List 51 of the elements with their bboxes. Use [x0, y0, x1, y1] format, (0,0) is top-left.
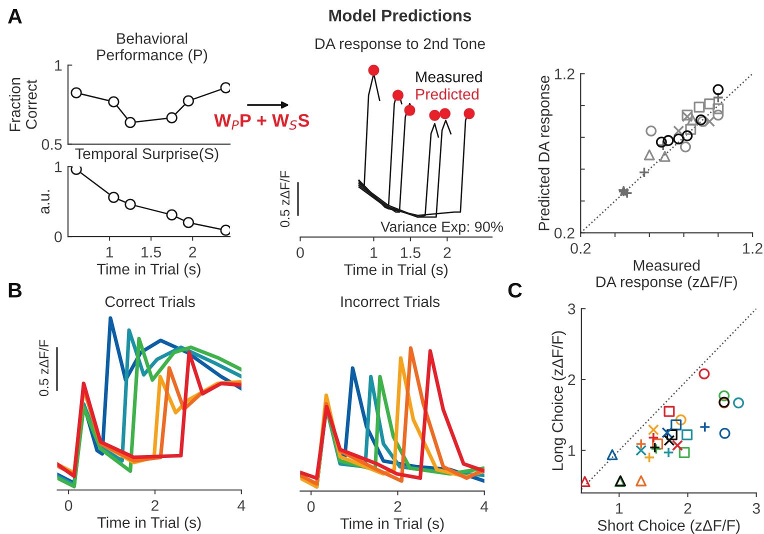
x-tick-label: 2: [394, 501, 402, 512]
y-tick-label: 2: [568, 374, 576, 386]
x-axis-title: Short Choice (zΔF/F): [598, 520, 740, 534]
x-axis-title: Measured DA response (zΔF/F): [596, 260, 737, 290]
x-axis-title: Time in Trial (s): [96, 263, 200, 278]
y-tick-label: 0: [54, 231, 62, 242]
chart-title: Behavioral Performance (P): [97, 32, 208, 64]
x-tick-label: 2: [189, 246, 196, 258]
x-tick-label: 1.2: [743, 242, 762, 254]
text: C: [508, 282, 522, 298]
x-tick-label: 2: [152, 500, 158, 511]
x-tick-label: 1.5: [401, 247, 420, 258]
y-axis-title: a.u.: [41, 190, 50, 214]
x-tick-label: 1.5: [142, 246, 162, 258]
chart-title: Incorrect Trials: [341, 296, 440, 308]
y-tick-label: 3: [568, 304, 576, 314]
x-tick-label: 1: [106, 246, 114, 258]
text: B: [8, 283, 22, 298]
x-tick-label: 4: [480, 501, 488, 512]
y-tick-label: 1.2: [555, 68, 574, 80]
x-tick-label: 4: [238, 500, 246, 511]
x-tick-label: 1: [616, 503, 623, 514]
x-tick-label: 0: [64, 500, 72, 511]
chart-title: Correct Trials: [105, 296, 195, 308]
y-tick-label: 1: [55, 60, 62, 71]
x-tick-label: 0: [296, 247, 304, 258]
x-axis-title: Time in Trial (s): [97, 516, 201, 531]
text: 0.5 zΔF/F: [38, 340, 49, 396]
y-tick-label: 1: [568, 445, 576, 456]
x-tick-label: 1: [370, 247, 378, 258]
y-tick-label: 0.2: [554, 228, 574, 239]
text: A: [8, 9, 22, 24]
chart-title: Model Predictions: [329, 9, 472, 22]
x-tick-label: 0: [307, 501, 315, 512]
chart-subtitle: DA response to 2nd Tone: [316, 38, 485, 52]
y-tick-label: 0.5: [42, 139, 62, 150]
chart-title: Temporal Surprise(S): [75, 148, 218, 162]
y-axis-title: Long Choice (zΔF/F): [552, 331, 566, 470]
annotation: W$_{P}$P + W$_{S}$S: [214, 114, 310, 130]
text: 0.5 zΔF/F: [280, 170, 290, 228]
y-tick-label: 1: [55, 162, 62, 172]
x-axis-title: Time in Trial (s): [340, 518, 444, 532]
y-axis-title: Predicted DA response: [538, 76, 552, 230]
x-tick-label: 2: [684, 503, 692, 514]
annotation: Variance Exp: 90%: [380, 221, 503, 235]
x-axis-title: Time in Trial (s): [344, 264, 448, 278]
y-axis-title: Fraction Correct: [9, 78, 37, 132]
x-tick-label: 3: [752, 503, 760, 514]
text: Measured: [416, 71, 482, 82]
x-tick-label: 2: [444, 247, 451, 258]
series-label: Predicted: [416, 88, 478, 100]
